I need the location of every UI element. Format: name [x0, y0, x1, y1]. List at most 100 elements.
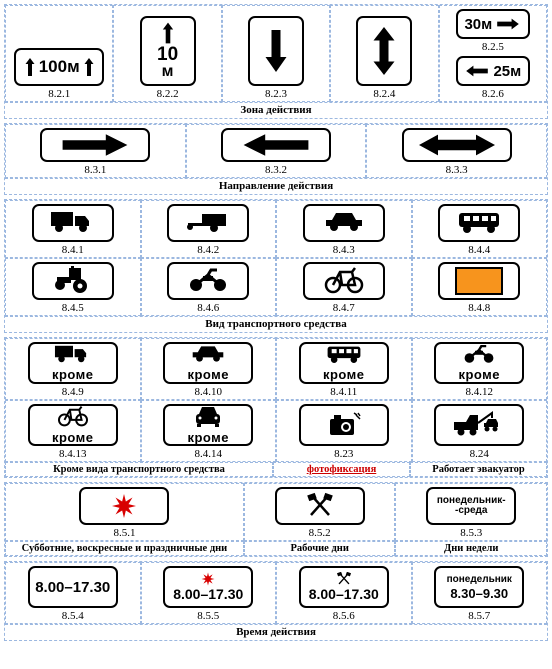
code-label: 8.5.7: [468, 610, 490, 622]
cell-8-5-7: понедельник8.30–9.30 8.5.7: [412, 562, 548, 624]
code-label: 8.4.10: [195, 386, 223, 398]
section-zone: 100м 8.2.1 10 м 8.2.2 8.2.3: [4, 4, 548, 119]
caption-holiday: Субботние, воскресные и праздничные дни: [5, 541, 244, 556]
cell-8-23: 8.23: [276, 400, 412, 462]
sign-text: 100м: [39, 57, 80, 77]
section-caption: Направление действия: [5, 178, 547, 194]
cell-8-5-4: 8.00–17.30 8.5.4: [5, 562, 141, 624]
sign-text: -среда: [455, 506, 487, 516]
cell-8-4-4: 8.4.4: [412, 200, 548, 258]
code-label: 8.2.2: [157, 88, 179, 100]
cell-8-2-3: 8.2.3: [222, 5, 330, 102]
krome-label: кроме: [323, 367, 365, 382]
sign-bus: [438, 204, 520, 242]
code-label: 8.4.7: [333, 302, 355, 314]
cell-8-2-4: 8.2.4: [330, 5, 438, 102]
cell-8-4-2: 8.4.2: [141, 200, 277, 258]
code-label: 8.24: [470, 448, 489, 460]
code-label: 8.4.14: [195, 448, 223, 460]
cell-8-3-3: 8.3.3: [366, 124, 547, 178]
sign-except-bus: кроме: [299, 342, 389, 384]
cell-8-4-7: 8.4.7: [276, 258, 412, 316]
sign-text: 8.00–17.30: [35, 579, 110, 596]
cell-8-3-1: 8.3.1: [5, 124, 186, 178]
sign-time-day: понедельник8.30–9.30: [434, 566, 524, 608]
cell-8-4-1: 8.4.1: [5, 200, 141, 258]
krome-label: кроме: [52, 367, 94, 382]
sign-except-bike: кроме: [28, 404, 118, 446]
code-label: 8.5.2: [309, 527, 331, 539]
cell-8-5-5: 8.00–17.308.5.5: [141, 562, 277, 624]
code-label: 8.5.4: [62, 610, 84, 622]
section-caption: Время действия: [5, 624, 547, 640]
cell-8-4-12: кроме8.4.12: [412, 338, 548, 400]
sign-8-2-1: 100м: [14, 48, 104, 86]
sign-holiday: [79, 487, 169, 525]
sign-except-truck: кроме: [28, 342, 118, 384]
code-label: 8.4.2: [197, 244, 219, 256]
sign-text: 8.30–9.30: [450, 586, 508, 601]
sign-bicycle: [303, 262, 385, 300]
cell-8-4-14: кроме 8.4.14: [141, 400, 277, 462]
section-direction: 8.3.1 8.3.2 8.3.3 Направление действия: [4, 123, 548, 195]
krome-label: кроме: [52, 430, 94, 445]
sign-hazard: [438, 262, 520, 300]
code-label: 8.4.6: [197, 302, 219, 314]
code-label: 8.2.1: [48, 88, 70, 100]
code-label: 8.4.11: [330, 386, 357, 398]
cell-8-4-11: кроме 8.4.11: [276, 338, 412, 400]
code-label: 8.3.1: [84, 164, 106, 176]
cell-8-2-2: 10 м 8.2.2: [113, 5, 221, 102]
cell-8-2-1: 100м 8.2.1: [5, 5, 113, 102]
code-label: 8.5.1: [113, 527, 135, 539]
code-label: 8.4.1: [62, 244, 84, 256]
code-label: 8.3.3: [446, 164, 468, 176]
section-caption: Вид транспортного средства: [5, 316, 547, 332]
code-label: 8.4.12: [466, 386, 494, 398]
sign-motorcycle: [167, 262, 249, 300]
section-time: 8.00–17.30 8.5.4 8.00–17.308.5.5 8.00–17.…: [4, 561, 548, 641]
section-vehicle-type: 8.4.1 8.4.2 8.4.3 8.4.4 8.4.5 8.4.6 8.4.…: [4, 199, 548, 333]
sign-text: 10: [157, 46, 178, 63]
cell-8-4-3: 8.4.3: [276, 200, 412, 258]
photo-link[interactable]: фотофиксация: [307, 464, 377, 475]
sign-8-2-2: 10 м: [140, 16, 196, 86]
cell-8-4-9: кроме8.4.9: [5, 338, 141, 400]
cell-8-4-13: кроме8.4.13: [5, 400, 141, 462]
code-label: 8.3.2: [265, 164, 287, 176]
sign-towtruck: [434, 404, 524, 446]
cell-8-5-1: 8.5.1: [5, 483, 244, 541]
cell-8-24: 8.24: [412, 400, 548, 462]
cell-8-4-8: 8.4.8: [412, 258, 548, 316]
krome-label: кроме: [187, 367, 229, 382]
sign-text: м: [162, 65, 174, 79]
caption-work: Рабочие дни: [244, 541, 396, 556]
sign-text: 8.00–17.30: [173, 586, 243, 602]
code-label: 8.5.3: [460, 527, 482, 539]
code-label: 8.23: [334, 448, 353, 460]
sign-text: 8.00–17.30: [309, 586, 379, 602]
sign-text: 30м: [464, 16, 492, 33]
caption-photo: фотофиксация: [273, 462, 410, 477]
sign-8-2-6: 25м: [456, 56, 530, 86]
sign-tractor: [32, 262, 114, 300]
section-except: кроме8.4.9 кроме 8.4.10 кроме 8.4.11 кроме…: [4, 337, 548, 478]
sign-except-car: кроме: [163, 342, 253, 384]
cell-8-4-6: 8.4.6: [141, 258, 277, 316]
cell-8-3-2: 8.3.2: [186, 124, 367, 178]
cell-8-4-5: 8.4.5: [5, 258, 141, 316]
cell-8-4-10: кроме 8.4.10: [141, 338, 277, 400]
code-label: 8.4.4: [468, 244, 490, 256]
sign-except-carfront: кроме: [163, 404, 253, 446]
sign-text: понедельник: [447, 574, 512, 585]
sign-car: [303, 204, 385, 242]
sign-8-3-1: [40, 128, 150, 162]
krome-label: кроме: [187, 430, 229, 445]
sign-8-3-3: [402, 128, 512, 162]
code-label: 8.4.5: [62, 302, 84, 314]
sign-time-holiday: 8.00–17.30: [163, 566, 253, 608]
sign-8-2-4: [356, 16, 412, 86]
caption-weekdays: Дни недели: [395, 541, 547, 556]
sign-photo: [299, 404, 389, 446]
sign-8-2-5: 30м: [456, 9, 530, 39]
